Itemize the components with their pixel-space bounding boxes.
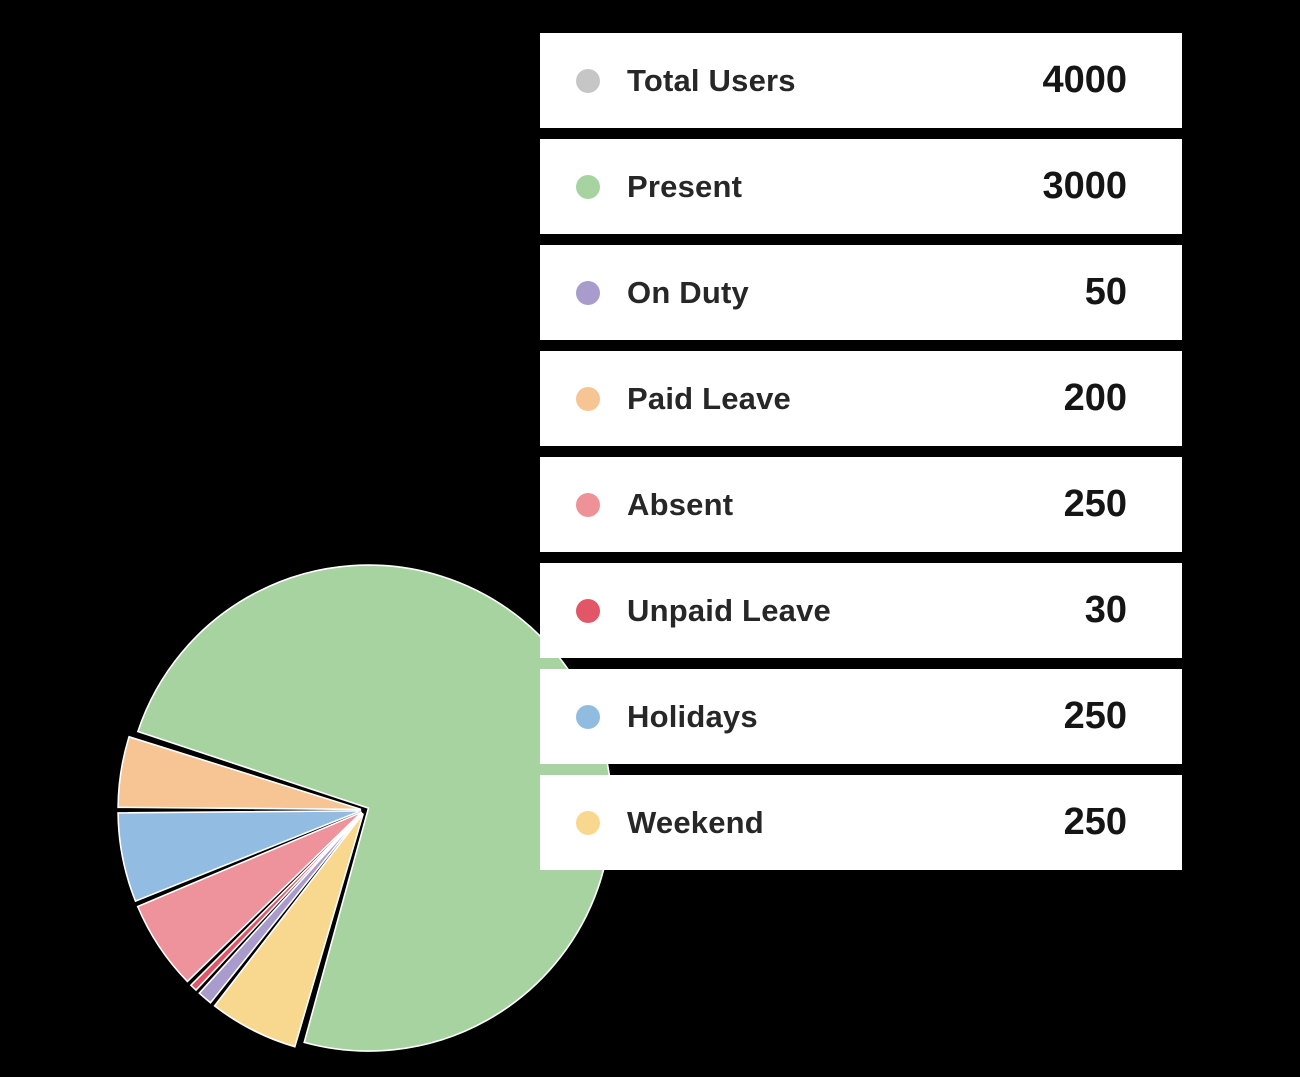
legend-label: Paid Leave	[627, 380, 791, 416]
legend-card-absent[interactable]: Absent 250	[540, 457, 1182, 552]
legend-value: 250	[1063, 801, 1127, 843]
pie-slice-on-duty[interactable]	[198, 812, 364, 1004]
legend-value: 3000	[1042, 165, 1127, 207]
legend-card-holidays[interactable]: Holidays 250	[540, 669, 1182, 764]
legend-label: On Duty	[627, 274, 749, 310]
legend-color-dot-icon	[576, 492, 600, 517]
legend-label: Absent	[627, 486, 734, 522]
legend-label: Total Users	[627, 62, 796, 98]
legend-card-weekend[interactable]: Weekend 250	[540, 775, 1182, 870]
legend-color-dot-icon	[576, 386, 600, 411]
pie-slice-paid-leave[interactable]	[117, 735, 362, 811]
legend-card-unpaid-leave[interactable]: Unpaid Leave 30	[540, 563, 1182, 658]
legend-value: 4000	[1042, 59, 1127, 101]
legend-card-total-users[interactable]: Total Users 4000	[540, 33, 1182, 128]
legend-card-on-duty[interactable]: On Duty 50	[540, 245, 1182, 340]
pie-slice-weekend[interactable]	[213, 813, 364, 1048]
legend-label: Present	[627, 168, 743, 204]
legend-value: 200	[1063, 377, 1127, 419]
legend-value: 30	[1084, 589, 1127, 631]
legend-color-dot-icon	[576, 810, 600, 835]
legend-color-dot-icon	[576, 704, 600, 729]
legend-label: Holidays	[627, 698, 758, 734]
legend-color-dot-icon	[576, 174, 600, 199]
pie-slice-holidays[interactable]	[117, 810, 362, 903]
legend-label: Unpaid Leave	[627, 592, 831, 628]
legend-card-present[interactable]: Present 3000	[540, 139, 1182, 234]
legend-value: 250	[1063, 695, 1127, 737]
legend-color-dot-icon	[576, 68, 600, 93]
pie-slice-unpaid-leave[interactable]	[189, 812, 363, 992]
legend-card-paid-leave[interactable]: Paid Leave 200	[540, 351, 1182, 446]
legend-color-dot-icon	[576, 280, 600, 305]
legend-value: 250	[1063, 483, 1127, 525]
legend-value: 50	[1084, 271, 1127, 313]
legend-color-dot-icon	[576, 598, 600, 623]
legend-label: Weekend	[627, 804, 764, 840]
pie-slice-absent[interactable]	[136, 811, 363, 983]
